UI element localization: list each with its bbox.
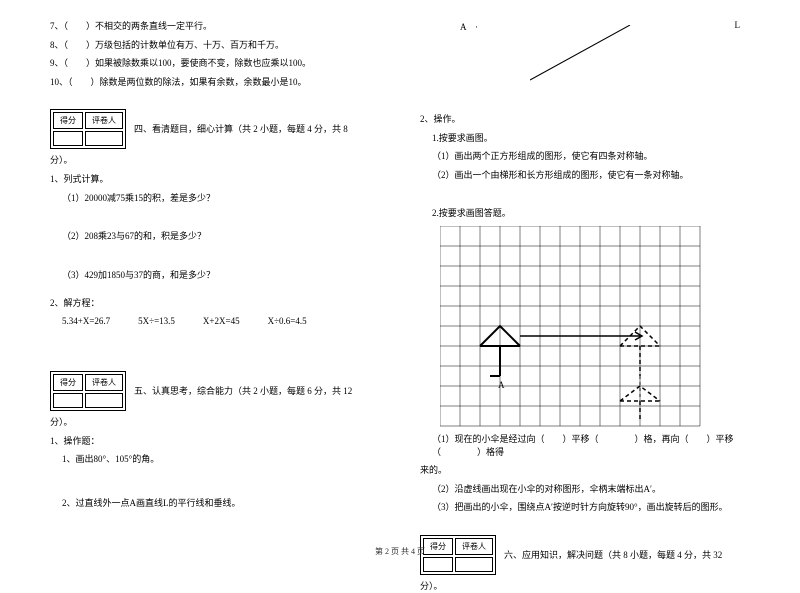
score-box-5: 得分评卷人 [50, 371, 126, 411]
section-5-header: 得分评卷人 五、认真思考，综合能力（共 2 小题，每题 6 分，共 12 [50, 356, 385, 416]
label-a: A [460, 22, 466, 32]
eq-3: X+2X=45 [203, 316, 240, 326]
op-2-2c: （3）把画出的小伞，围绕点A′按逆时针方向旋转90°，画出旋转后的图形。 [432, 501, 760, 514]
section-4-tail: 分）。 [50, 154, 385, 167]
section-4-header: 得分评卷人 四、看清题目，细心计算（共 2 小题，每题 4 分，共 8 [50, 94, 385, 154]
score-box-4: 得分评卷人 [50, 109, 126, 149]
section-5-tail: 分）。 [50, 416, 385, 429]
eq-1: 5.34+X=26.7 [62, 316, 110, 326]
question-7: 7、（ ）不相交的两条直线一定平行。 [50, 20, 385, 33]
problem-1-3: （3）429加1850与37的商，和是多少？ [62, 269, 385, 282]
grader-label: 评卷人 [85, 374, 123, 391]
op-2-2b: （2）沿虚线画出现在小伞的对称图形，伞柄末端标出A′。 [432, 483, 760, 496]
problem-1-1: （1）20000减75乘15的积，差是多少？ [62, 192, 385, 205]
line-l-svg [530, 25, 640, 90]
question-8: 8、（ ）万级包括的计数单位有万、十万、百万和千万。 [50, 39, 385, 52]
op-2-1b: （2）画出一个由梯形和长方形组成的图形，使它有一条对称轴。 [432, 169, 760, 182]
right-column: A · L 2、操作。 1.按要求画图。 （1）画出两个正方形组成的图形，使它有… [400, 0, 800, 565]
section-6-tail: 分）。 [420, 580, 760, 593]
problem-1-2: （2）208乘23与67的和，积是多少？ [62, 230, 385, 243]
question-9: 9、（ ）如果被除数乘以100，要使商不变，除数也应乘以100。 [50, 57, 385, 70]
problem-1: 1、列式计算。 [50, 173, 385, 186]
equations-row: 5.34+X=26.7 5X÷=13.5 X+2X=45 X÷0.6=4.5 [62, 316, 385, 326]
grid-svg: A [440, 226, 702, 428]
label-dot: · [475, 22, 478, 32]
score-label: 得分 [53, 112, 83, 129]
question-10: 10、（ ）除数是两位数的除法，如果有余数，余数最小是10。 [50, 76, 385, 89]
section-5-title: 五、认真思考，综合能力（共 2 小题，每题 6 分，共 12 [134, 384, 352, 397]
left-column: 7、（ ）不相交的两条直线一定平行。 8、（ ）万级包括的计数单位有万、十万、百… [0, 0, 400, 565]
score-label: 得分 [53, 374, 83, 391]
eq-4: X÷0.6=4.5 [268, 316, 307, 326]
op-2-1: 1.按要求画图。 [432, 132, 760, 145]
op-1-1: 1、画出80°、105°的角。 [62, 453, 385, 466]
label-l: L [735, 20, 741, 33]
op-2-2: 2.按要求画图答题。 [432, 207, 760, 220]
op-2-1a: （1）画出两个正方形组成的图形，使它有四条对称轴。 [432, 150, 760, 163]
op-2-2a-suf: 来的。 [420, 464, 760, 477]
op-2: 2、操作。 [420, 113, 760, 126]
op-1: 1、操作题： [50, 435, 385, 448]
problem-2: 2、解方程： [50, 297, 385, 310]
section-4-title: 四、看清题目，细心计算（共 2 小题，每题 4 分，共 8 [134, 122, 348, 135]
op-2-2a: （1）现在的小伞是经过向（ ）平移（ ）格，再向（ ）平移（ ）格得 [432, 433, 760, 458]
grader-label: 评卷人 [85, 112, 123, 129]
grid-label-a: A [498, 380, 505, 390]
grid-figure: A [440, 226, 760, 428]
page-footer: 第 2 页 共 4 页 [0, 546, 800, 557]
eq-2: 5X÷=13.5 [138, 316, 175, 326]
op-1-2: 2、过直线外一点A画直线L的平行线和垂线。 [62, 497, 385, 510]
